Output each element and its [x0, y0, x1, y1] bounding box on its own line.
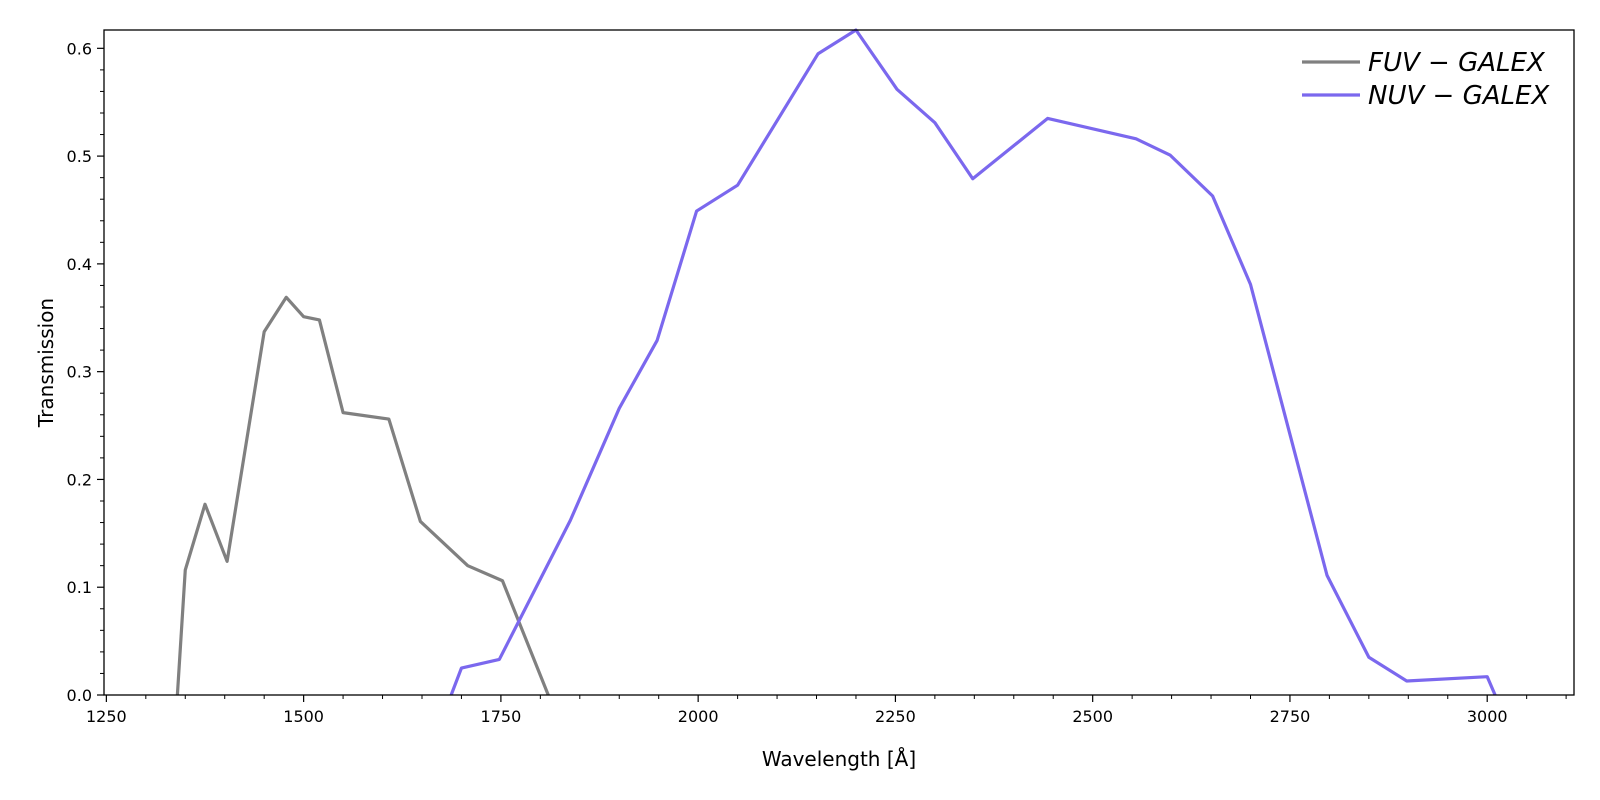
series-line-nuv [449, 28, 1497, 695]
y-tick-label: 0.3 [67, 363, 92, 382]
y-axis-label: Transmission [34, 298, 58, 428]
x-tick-label: 1500 [283, 707, 324, 726]
x-tick-label: 2750 [1270, 707, 1311, 726]
y-tick-label: 0.4 [67, 255, 92, 274]
legend-label: NUV − GALEX [1368, 81, 1550, 111]
major-ticks: 1250 1500 1750 2000 2250 2500 2750 3000 0.0 0.1 0.… [67, 39, 1508, 726]
series-line-fuv [175, 295, 550, 695]
y-tick-label: 0.0 [67, 686, 92, 705]
y-tick-label: 0.6 [67, 39, 92, 58]
plot-frame [103, 29, 1575, 696]
x-tick-label: 1250 [86, 707, 127, 726]
minor-ticks [100, 69, 1567, 699]
x-tick-label: 3000 [1467, 707, 1508, 726]
series-layer [175, 28, 1497, 695]
legend-label: FUV − GALEX [1368, 48, 1546, 78]
x-tick-label: 1750 [481, 707, 522, 726]
x-tick-label: 2000 [678, 707, 719, 726]
x-tick-label: 2250 [875, 707, 916, 726]
x-tick-label: 2500 [1072, 707, 1113, 726]
y-tick-label: 0.1 [67, 578, 92, 597]
y-tick-label: 0.2 [67, 470, 92, 489]
y-tick-label: 0.5 [67, 147, 92, 166]
x-axis-label: Wavelength [Å] [762, 747, 916, 771]
